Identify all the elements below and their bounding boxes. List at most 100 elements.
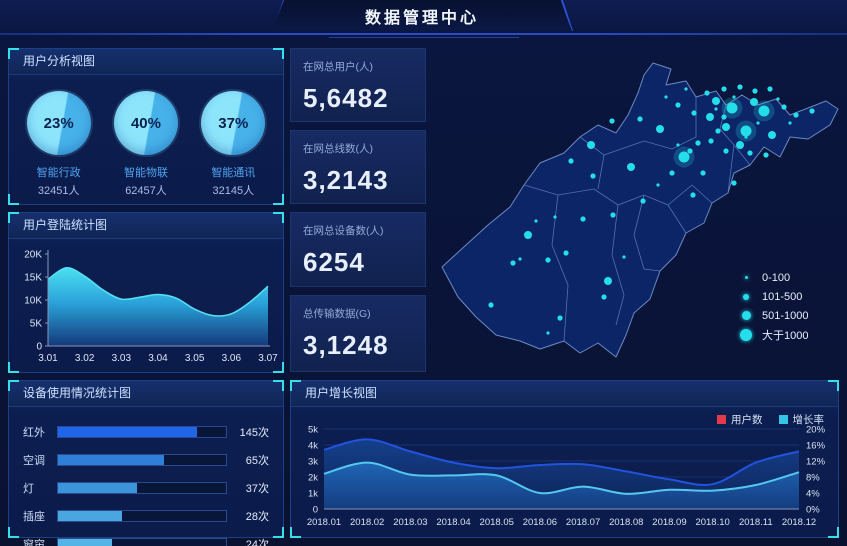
login-area-chart[interactable]: 0 5K 10K 15K 20K 3.01 3.02 3.03 3.04 3.05 3.06 3.07 bbox=[14, 242, 278, 372]
legend-row-101-500: 101-500 bbox=[738, 287, 838, 306]
bar-row-socket[interactable]: 插座 28次 bbox=[23, 505, 269, 526]
panel-user-growth: 用户增长视图 用户数 增长率 0 0% 1k 4% 2k 8 bbox=[290, 380, 839, 538]
map-district-borders bbox=[523, 97, 751, 342]
legend-dot-icon bbox=[741, 311, 751, 320]
gauge-name: 智能行政 bbox=[36, 167, 81, 179]
liquid-circle: 37% bbox=[201, 91, 266, 155]
map-legend: 0-100 101-500 501-1000 大于1000 bbox=[738, 268, 838, 344]
stat-label: 在网总设备数(人) bbox=[303, 225, 384, 237]
legend-label: 用户数 bbox=[731, 414, 763, 426]
svg-text:4k: 4k bbox=[308, 441, 318, 452]
svg-text:8%: 8% bbox=[806, 473, 820, 484]
svg-text:2018.07: 2018.07 bbox=[566, 517, 600, 528]
legend-row-0-100: 0-100 bbox=[738, 268, 838, 287]
svg-text:3.06: 3.06 bbox=[222, 353, 242, 364]
bar-label: 空调 bbox=[23, 454, 45, 467]
panel-user-analysis: 用户分析视图 23% 智能行政 32451人 40% 智能物联 62457人 3… bbox=[8, 48, 284, 205]
stat-label: 在网总线数(人) bbox=[303, 143, 373, 155]
gauge-admin[interactable]: 23% 智能行政 32451人 bbox=[19, 91, 99, 198]
legend-row-gt-1000: 大于1000 bbox=[738, 325, 838, 344]
stat-label: 总传输数据(G) bbox=[303, 308, 371, 320]
gauge-count: 62457人 bbox=[125, 185, 167, 197]
bar-track bbox=[57, 537, 227, 546]
stat-card-total-users[interactable]: 在网总用户(人) 5,6482 bbox=[290, 48, 426, 122]
svg-text:0%: 0% bbox=[806, 505, 820, 516]
svg-text:2018.02: 2018.02 bbox=[350, 517, 384, 528]
bar-value: 37次 bbox=[245, 482, 269, 495]
stat-card-total-lines[interactable]: 在网总线数(人) 3,2143 bbox=[290, 130, 426, 204]
svg-text:2k: 2k bbox=[308, 473, 318, 484]
svg-text:2018.08: 2018.08 bbox=[609, 517, 643, 528]
bar-track bbox=[57, 453, 227, 466]
bar-fill bbox=[58, 426, 198, 437]
bar-row-infrared[interactable]: 红外 145次 bbox=[23, 421, 269, 442]
bar-row-light[interactable]: 灯 37次 bbox=[23, 477, 269, 498]
svg-text:2018.12: 2018.12 bbox=[782, 517, 816, 528]
bar-row-ac[interactable]: 空调 65次 bbox=[23, 449, 269, 470]
svg-text:2018.01: 2018.01 bbox=[307, 517, 341, 528]
growth-area-chart[interactable]: 0 0% 1k 4% 2k 8% 3k 12% 4k 16% 5k 20% 2018.01 2018.02… bbox=[294, 419, 837, 537]
stat-card-total-data[interactable]: 总传输数据(G) 3,1248 bbox=[290, 295, 426, 372]
panel-login-stats-title: 用户登陆统计图 bbox=[9, 213, 283, 239]
legend-row-501-1000: 501-1000 bbox=[738, 306, 838, 325]
svg-text:2018.11: 2018.11 bbox=[739, 517, 773, 528]
legend-label: 501-1000 bbox=[762, 309, 809, 322]
legend-item-growth-rate[interactable]: 增长率 bbox=[778, 412, 825, 427]
svg-text:15K: 15K bbox=[24, 273, 42, 284]
svg-text:3.01: 3.01 bbox=[38, 353, 58, 364]
svg-text:4%: 4% bbox=[806, 489, 820, 500]
gauge-name: 智能物联 bbox=[123, 167, 168, 179]
bar-track bbox=[57, 481, 227, 494]
bar-value: 28次 bbox=[245, 510, 269, 523]
legend-dot-icon bbox=[743, 293, 749, 300]
bar-value: 145次 bbox=[239, 426, 269, 439]
panel-user-analysis-title: 用户分析视图 bbox=[9, 49, 283, 75]
header-bar: 数据管理中心 bbox=[0, 0, 847, 40]
bar-fill bbox=[58, 510, 122, 521]
gauge-iot[interactable]: 40% 智能物联 62457人 bbox=[106, 91, 186, 198]
title-decoration-inner bbox=[328, 37, 519, 40]
svg-text:3.04: 3.04 bbox=[148, 353, 168, 364]
bar-value: 24次 bbox=[245, 538, 269, 546]
legend-item-users[interactable]: 用户数 bbox=[717, 412, 763, 427]
legend-label: 增长率 bbox=[792, 414, 825, 426]
svg-text:3.05: 3.05 bbox=[185, 353, 205, 364]
svg-text:1k: 1k bbox=[308, 489, 318, 500]
svg-text:2018.03: 2018.03 bbox=[393, 517, 427, 528]
panel-device-usage: 设备使用情况统计图 红外 145次 空调 65次 灯 37次 插座 28次 bbox=[8, 380, 284, 546]
bar-fill bbox=[58, 538, 112, 546]
svg-text:2018.04: 2018.04 bbox=[436, 517, 470, 528]
svg-text:3.07: 3.07 bbox=[258, 353, 278, 364]
stat-value: 3,2143 bbox=[303, 165, 389, 195]
bar-fill bbox=[58, 482, 137, 493]
svg-text:20%: 20% bbox=[806, 425, 826, 436]
stat-card-total-devices[interactable]: 在网总设备数(人) 6254 bbox=[290, 212, 426, 287]
svg-text:12%: 12% bbox=[806, 457, 826, 468]
stat-value: 6254 bbox=[303, 247, 365, 277]
svg-text:2018.09: 2018.09 bbox=[652, 517, 686, 528]
bar-value: 65次 bbox=[245, 454, 269, 467]
bar-label: 灯 bbox=[23, 482, 34, 495]
stat-label: 在网总用户(人) bbox=[303, 61, 373, 73]
svg-text:16%: 16% bbox=[806, 441, 826, 452]
growth-rate-legend-swatch bbox=[778, 415, 788, 424]
page-title: 数据管理中心 bbox=[364, 9, 479, 27]
panel-device-usage-title: 设备使用情况统计图 bbox=[9, 381, 283, 407]
bar-track bbox=[57, 509, 227, 522]
region-map[interactable] bbox=[428, 45, 842, 375]
gauge-comm[interactable]: 37% 智能通讯 32145人 bbox=[193, 91, 273, 198]
legend-label: 0-100 bbox=[762, 271, 791, 284]
bar-fill bbox=[58, 454, 164, 465]
liquid-circle: 23% bbox=[26, 91, 91, 155]
svg-text:3.02: 3.02 bbox=[75, 353, 95, 364]
stat-value: 3,1248 bbox=[303, 330, 389, 360]
bar-row-curtain[interactable]: 窗帘 24次 bbox=[23, 533, 269, 546]
gauge-count: 32451人 bbox=[37, 185, 80, 197]
map-dots bbox=[488, 84, 815, 335]
growth-legend: 用户数 增长率 bbox=[717, 412, 824, 427]
bar-label: 窗帘 bbox=[23, 538, 45, 546]
bar-label: 插座 bbox=[23, 510, 45, 523]
svg-text:3k: 3k bbox=[308, 457, 318, 468]
gauge-percent: 37% bbox=[218, 114, 249, 132]
